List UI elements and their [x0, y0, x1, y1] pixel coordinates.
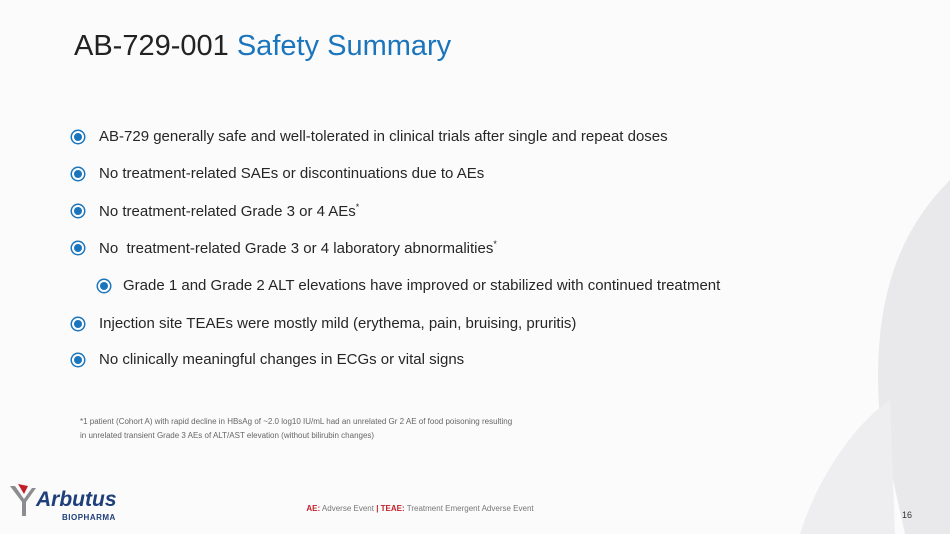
footer-text: Adverse Event [321, 504, 374, 513]
bullet: Injection site TEAEs were mostly mild (e… [99, 315, 577, 332]
footnote: in unrelated transient Grade 3 AEs of AL… [80, 431, 375, 440]
bullet: AB-729 generally safe and well-tolerated… [99, 128, 668, 145]
bullet-icon [72, 242, 84, 254]
bullet: No treatment-related Grade 3 or 4 AEs* [99, 202, 359, 220]
bullet-icon [72, 354, 84, 366]
footnote-mark: * [493, 239, 497, 249]
bullet: No treatment-related SAEs or discontinua… [99, 165, 485, 182]
footer-label: AE: [306, 504, 321, 513]
bullet-icon [72, 318, 84, 330]
title-prefix: AB-729-001 [74, 30, 229, 62]
bullet-icon [72, 168, 84, 180]
logo-tagline: BIOPHARMA [62, 513, 116, 522]
bullet: No clinically meaningful changes in ECGs… [99, 351, 465, 368]
title: AB-729-001 Safety Summary [74, 30, 451, 63]
bullet-icon [72, 205, 84, 217]
bullet: No treatment-related Grade 3 or 4 labora… [99, 239, 497, 257]
footer-separator: | [376, 504, 379, 513]
footer-text: Treatment Emergent Adverse Event [406, 504, 534, 513]
footer-label: TEAE: [380, 504, 405, 513]
title-highlight: Safety Summary [236, 30, 452, 62]
bullet-text: No treatment-related Grade 3 or 4 AEs [99, 203, 356, 220]
logo-name: Arbutus [36, 488, 117, 511]
sub-bullet-icon [98, 280, 110, 292]
logo-mark [10, 484, 36, 516]
page-number: 16 [902, 510, 913, 520]
bullet-text: No treatment-related Grade 3 or 4 labora… [99, 240, 494, 257]
bullet-icon [72, 131, 84, 143]
footnote-mark: * [355, 202, 360, 212]
sub-bullet: Grade 1 and Grade 2 ALT elevations have … [123, 277, 721, 294]
footnote: *1 patient (Cohort A) with rapid decline… [80, 417, 513, 426]
footer: AE: Adverse Event | TEAE: Treatment Emer… [0, 504, 840, 513]
